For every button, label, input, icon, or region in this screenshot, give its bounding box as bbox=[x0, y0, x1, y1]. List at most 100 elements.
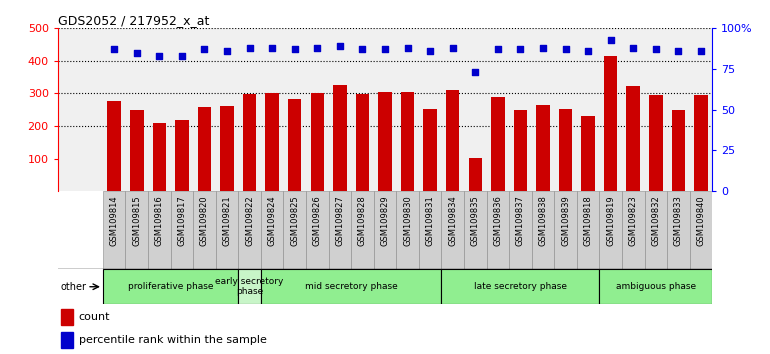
Text: early secretory
phase: early secretory phase bbox=[216, 277, 284, 296]
Point bbox=[289, 47, 301, 52]
Bar bbox=[238, 191, 261, 269]
Text: GSM109821: GSM109821 bbox=[223, 195, 232, 246]
Bar bbox=[671, 110, 685, 191]
Point bbox=[672, 48, 685, 54]
Bar bbox=[690, 191, 712, 269]
Bar bbox=[599, 269, 712, 304]
Bar bbox=[61, 332, 73, 348]
Point bbox=[469, 69, 481, 75]
Point bbox=[447, 45, 459, 51]
Point bbox=[559, 47, 571, 52]
Text: GSM109815: GSM109815 bbox=[132, 195, 141, 246]
Bar bbox=[61, 309, 73, 325]
Text: GSM109818: GSM109818 bbox=[584, 195, 593, 246]
Text: GSM109829: GSM109829 bbox=[380, 195, 390, 246]
Bar bbox=[441, 191, 464, 269]
Text: GDS2052 / 217952_x_at: GDS2052 / 217952_x_at bbox=[58, 14, 209, 27]
Text: percentile rank within the sample: percentile rank within the sample bbox=[79, 335, 266, 346]
Point bbox=[514, 47, 527, 52]
Point bbox=[695, 48, 707, 54]
Bar bbox=[622, 191, 644, 269]
Bar bbox=[126, 191, 148, 269]
Bar bbox=[577, 191, 599, 269]
Bar bbox=[243, 95, 256, 191]
Bar bbox=[261, 191, 283, 269]
Text: GSM109835: GSM109835 bbox=[470, 195, 480, 246]
Bar bbox=[310, 93, 324, 191]
Point bbox=[424, 48, 437, 54]
Text: count: count bbox=[79, 312, 110, 322]
Bar bbox=[627, 86, 640, 191]
Point bbox=[650, 47, 662, 52]
Bar bbox=[559, 109, 572, 191]
Bar bbox=[198, 107, 211, 191]
Bar bbox=[356, 95, 369, 191]
Point bbox=[401, 45, 413, 51]
Text: GSM109831: GSM109831 bbox=[426, 195, 434, 246]
Bar bbox=[581, 116, 595, 191]
Text: proliferative phase: proliferative phase bbox=[128, 282, 213, 291]
Point bbox=[311, 45, 323, 51]
Text: GSM109833: GSM109833 bbox=[674, 195, 683, 246]
Bar bbox=[283, 191, 306, 269]
Bar bbox=[103, 191, 126, 269]
Bar bbox=[441, 269, 599, 304]
Point bbox=[221, 48, 233, 54]
Bar bbox=[261, 269, 441, 304]
Text: GSM109837: GSM109837 bbox=[516, 195, 525, 246]
Point bbox=[176, 53, 188, 59]
Text: GSM109819: GSM109819 bbox=[606, 195, 615, 246]
Bar bbox=[216, 191, 238, 269]
Bar bbox=[604, 56, 618, 191]
Bar bbox=[175, 120, 189, 191]
Bar bbox=[401, 92, 414, 191]
Point bbox=[604, 37, 617, 42]
Bar bbox=[103, 269, 238, 304]
Bar bbox=[446, 90, 460, 191]
Text: GSM109832: GSM109832 bbox=[651, 195, 661, 246]
Bar bbox=[373, 191, 397, 269]
Bar bbox=[378, 92, 392, 191]
Point bbox=[131, 50, 143, 56]
Text: GSM109820: GSM109820 bbox=[200, 195, 209, 246]
Bar bbox=[351, 191, 373, 269]
Bar bbox=[509, 191, 532, 269]
Bar bbox=[464, 191, 487, 269]
Text: GSM109836: GSM109836 bbox=[494, 195, 502, 246]
Text: GSM109826: GSM109826 bbox=[313, 195, 322, 246]
Bar bbox=[266, 93, 279, 191]
Bar bbox=[238, 269, 261, 304]
Text: late secretory phase: late secretory phase bbox=[474, 282, 567, 291]
Point bbox=[537, 45, 549, 51]
Text: GSM109834: GSM109834 bbox=[448, 195, 457, 246]
Bar bbox=[514, 110, 527, 191]
Bar bbox=[152, 123, 166, 191]
Bar bbox=[695, 95, 708, 191]
Text: GSM109824: GSM109824 bbox=[268, 195, 276, 246]
Point bbox=[199, 47, 211, 52]
Text: GSM109817: GSM109817 bbox=[177, 195, 186, 246]
Bar bbox=[468, 158, 482, 191]
Text: GSM109827: GSM109827 bbox=[336, 195, 344, 246]
Point bbox=[627, 45, 639, 51]
Text: GSM109830: GSM109830 bbox=[403, 195, 412, 246]
Bar bbox=[491, 97, 504, 191]
Text: GSM109828: GSM109828 bbox=[358, 195, 367, 246]
Bar bbox=[487, 191, 509, 269]
Bar bbox=[599, 191, 622, 269]
Point bbox=[243, 45, 256, 51]
Text: GSM109814: GSM109814 bbox=[109, 195, 119, 246]
Bar bbox=[649, 95, 663, 191]
Bar bbox=[419, 191, 441, 269]
Bar bbox=[148, 191, 171, 269]
Bar bbox=[424, 109, 437, 191]
Bar bbox=[333, 85, 347, 191]
Point bbox=[153, 53, 166, 59]
Point bbox=[108, 47, 120, 52]
Point bbox=[582, 48, 594, 54]
Bar bbox=[220, 105, 234, 191]
Text: mid secretory phase: mid secretory phase bbox=[305, 282, 397, 291]
Bar bbox=[306, 191, 329, 269]
Bar bbox=[171, 191, 193, 269]
Point bbox=[357, 47, 369, 52]
